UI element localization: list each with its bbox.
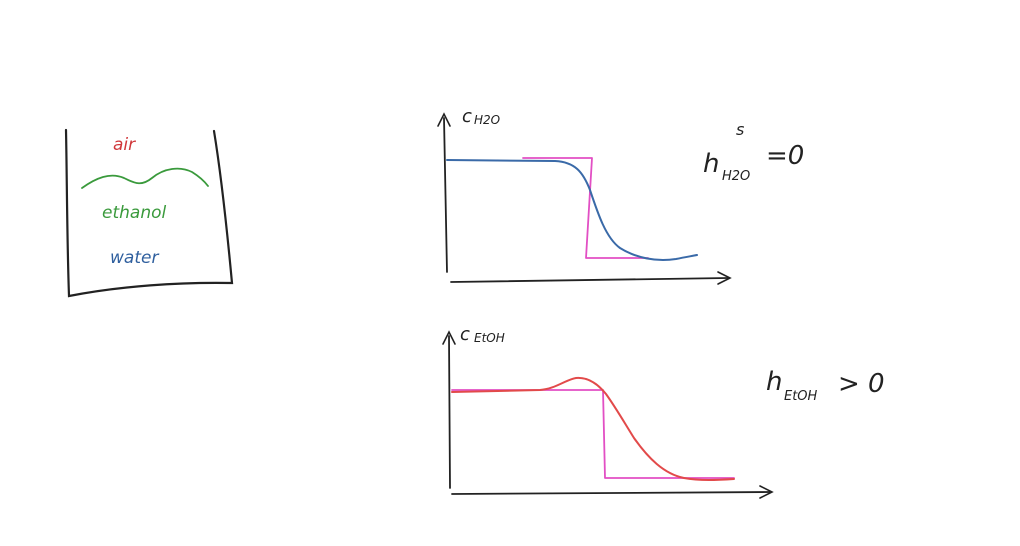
water-label: water [110, 248, 159, 268]
beaker: air ethanol water [64, 128, 234, 298]
ethanol-surface-line [81, 167, 209, 189]
water-smooth-profile [446, 159, 698, 261]
water-step-profile [522, 157, 649, 259]
water-annotation-subscript: H2O [722, 169, 750, 184]
water-plot-x-axis [450, 277, 729, 283]
water-annotation-superscript: s [736, 120, 744, 139]
water-annotation-relation: =0 [766, 141, 804, 171]
ethanol-plot-x-arrowhead [759, 485, 774, 499]
ethanol-plot-x-axis [451, 491, 771, 495]
ethanol-smooth-profile [451, 376, 735, 481]
water-plot-x-arrowhead [717, 271, 732, 285]
beaker-outline [64, 128, 234, 298]
water-plot-y-axis [443, 117, 448, 273]
water-plot-y-label: c [462, 106, 472, 127]
water-plot-y-arrowhead [437, 112, 451, 127]
ethanol-plot-y-subscript: EtOH [474, 331, 505, 345]
water-plot-y-subscript: H2O [474, 113, 500, 127]
air-label: air [113, 135, 136, 155]
water-annotation: h s H2O =0 [703, 120, 804, 184]
ethanol-annotation-subscript: EtOH [784, 389, 818, 404]
ethanol-plot-y-axis [448, 335, 451, 489]
ethanol-label: ethanol [102, 203, 166, 223]
ethanol-annotation-base: h [766, 367, 782, 397]
plot-water: c H2O h s H2O =0 [437, 106, 804, 285]
ethanol-plot-y-arrowhead [442, 330, 456, 345]
water-annotation-base: h [703, 149, 719, 179]
ethanol-annotation: h EtOH > 0 [766, 367, 885, 404]
plot-ethanol: c EtOH h EtOH > 0 [442, 324, 885, 499]
ethanol-step-profile [451, 389, 735, 479]
ethanol-annotation-relation: > 0 [838, 369, 885, 399]
ethanol-plot-y-label: c [460, 324, 470, 345]
